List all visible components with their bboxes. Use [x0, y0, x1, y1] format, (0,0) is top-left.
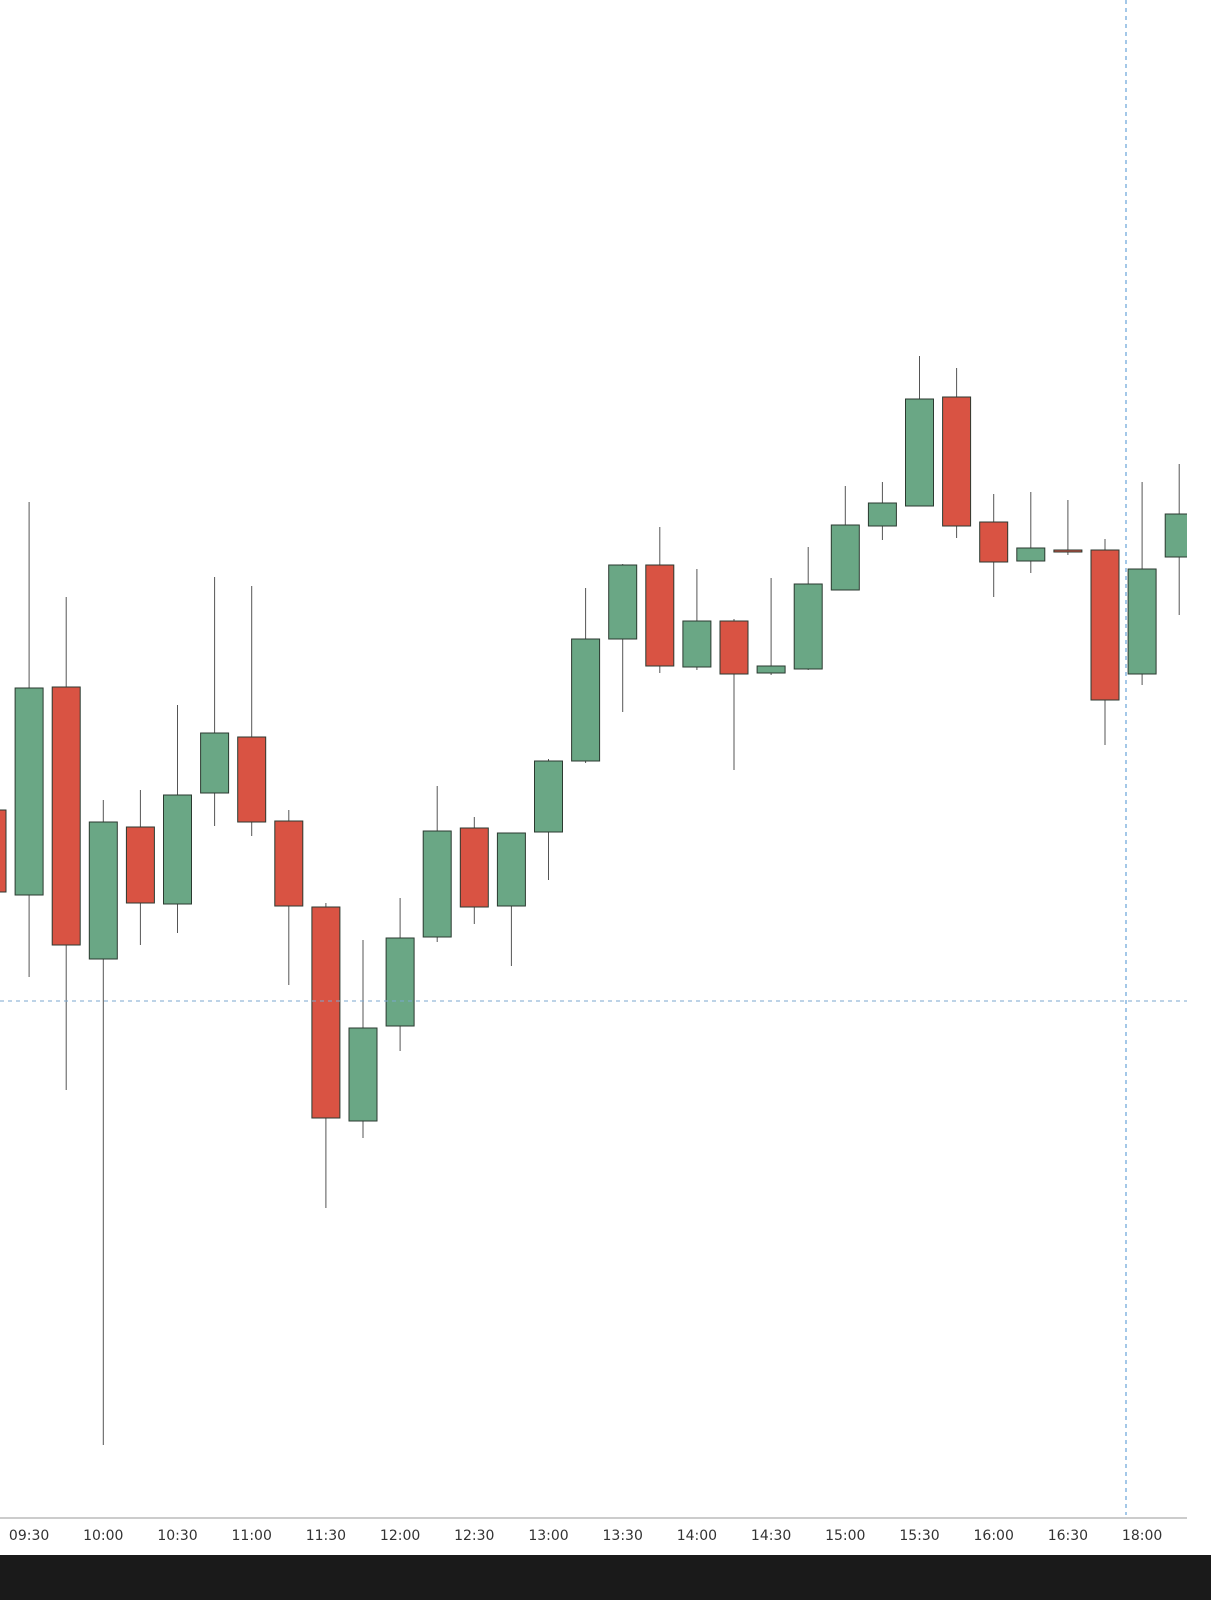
- candle-body: [571, 638, 601, 762]
- candle-body: [1016, 547, 1046, 562]
- candle-body: [14, 687, 44, 896]
- candle-body: [496, 832, 526, 907]
- x-tick-label: 18:00: [1122, 1528, 1162, 1544]
- x-tick-label: 16:00: [974, 1528, 1014, 1544]
- x-tick-label: 15:30: [899, 1528, 939, 1544]
- candle-body: [88, 821, 118, 960]
- candle-body: [1090, 549, 1120, 701]
- candle-body: [311, 906, 341, 1119]
- x-tick-label: 15:00: [825, 1528, 865, 1544]
- candle-body: [1053, 549, 1083, 553]
- candle-body: [830, 524, 860, 591]
- x-tick-label: 13:00: [528, 1528, 568, 1544]
- x-tick-label: 13:30: [603, 1528, 643, 1544]
- candle-body: [237, 736, 267, 823]
- candle-body: [645, 564, 675, 667]
- candle-body: [0, 809, 7, 893]
- candle-body: [793, 583, 823, 670]
- candle-body: [905, 398, 934, 507]
- x-tick-label: 10:00: [83, 1528, 123, 1544]
- candle-body: [867, 502, 897, 527]
- candle-body: [422, 830, 452, 938]
- candle-body: [125, 826, 155, 904]
- x-tick-label: 12:00: [380, 1528, 420, 1544]
- candle-body: [51, 686, 81, 946]
- candle-body: [608, 564, 638, 640]
- x-tick-label: 11:30: [306, 1528, 346, 1544]
- candle-body: [274, 820, 304, 907]
- candle-body: [385, 937, 415, 1027]
- candle-body: [942, 396, 972, 527]
- candle-body: [163, 794, 192, 905]
- candle-body: [534, 760, 563, 833]
- candle-body: [719, 620, 749, 675]
- right-margin: [1187, 0, 1211, 1555]
- candle-body: [348, 1027, 378, 1122]
- x-tick-label: 09:30: [9, 1528, 49, 1544]
- candle-body: [200, 732, 230, 794]
- candle-body: [459, 827, 489, 908]
- candle-body: [979, 521, 1009, 563]
- candle-body: [1127, 568, 1157, 675]
- candle-body: [682, 620, 712, 668]
- x-tick-label: 16:30: [1048, 1528, 1088, 1544]
- x-tick-label: 12:30: [454, 1528, 494, 1544]
- x-tick-label: 10:30: [157, 1528, 197, 1544]
- candle-body: [756, 665, 786, 674]
- x-tick-label: 11:00: [232, 1528, 272, 1544]
- bottom-bar: [0, 1555, 1211, 1600]
- x-tick-label: 14:30: [751, 1528, 791, 1544]
- x-tick-label: 14:00: [677, 1528, 717, 1544]
